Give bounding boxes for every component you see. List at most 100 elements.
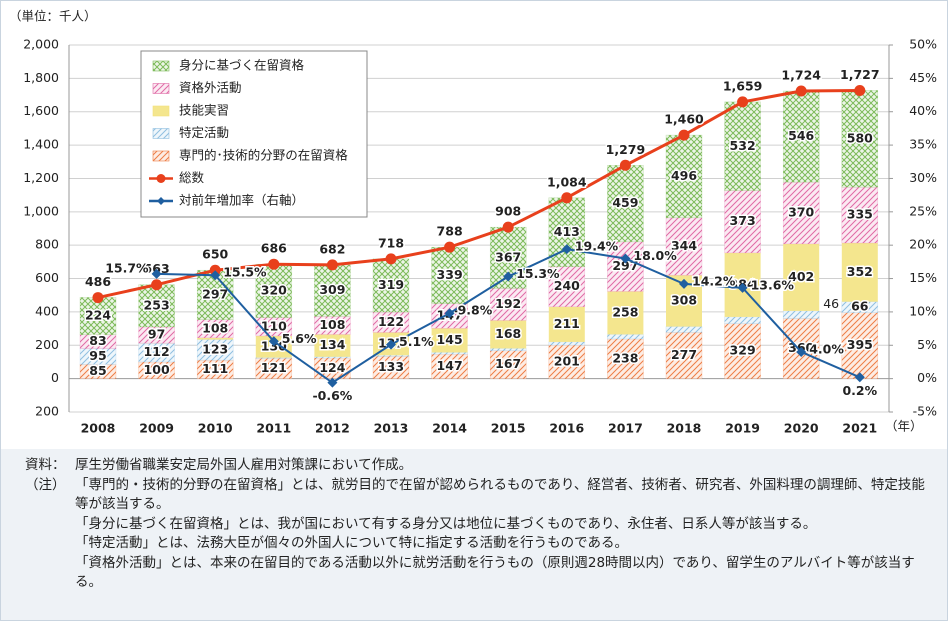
bar-label: 580 <box>847 130 873 145</box>
line-label: 788 <box>437 224 463 239</box>
legend-swatch <box>152 83 170 94</box>
bar-label: 309 <box>319 282 345 297</box>
bar-segment <box>431 328 468 353</box>
line-label: -0.6% <box>312 388 352 403</box>
bar-segment <box>314 334 351 357</box>
bar-segment <box>431 353 468 379</box>
bar-segment <box>138 284 175 328</box>
legend-swatch <box>152 105 170 117</box>
bar-label: 277 <box>671 347 697 362</box>
y2-tick-label: 0% <box>917 370 937 385</box>
bar-segment <box>665 217 703 276</box>
line-label: 718 <box>378 235 404 250</box>
bar-label: 46 <box>823 296 839 311</box>
point <box>561 192 573 204</box>
bar-label: 66 <box>851 299 869 314</box>
x-tick-label: 2011 <box>256 421 291 436</box>
point <box>151 279 163 291</box>
bar-segment <box>372 258 410 313</box>
y2-tick-label: 10% <box>909 303 937 318</box>
bar-label: 320 <box>261 282 287 297</box>
y2-tick-label: 25% <box>909 203 937 218</box>
y2-tick-label: -5% <box>913 404 937 419</box>
point <box>268 258 280 270</box>
bar-label: 133 <box>378 359 404 374</box>
x-tick-label: 2012 <box>315 421 350 436</box>
note: 「身分に基づく在留資格」とは、我が国において有する身分又は地位に基づくものであり… <box>75 515 817 532</box>
bar-label: 224 <box>85 308 111 323</box>
y2-tick-label: 20% <box>909 237 937 252</box>
point <box>209 264 221 276</box>
legend-label: 専門的･技術的分野の在留資格 <box>179 148 348 163</box>
bar-segment <box>724 190 761 254</box>
point <box>737 282 748 293</box>
line-label: 15.5% <box>223 265 267 280</box>
bar-label: 238 <box>612 350 638 365</box>
bar-label: 413 <box>554 224 580 239</box>
point <box>854 85 866 97</box>
y-tick-label: 800 <box>35 237 59 252</box>
point <box>151 268 162 279</box>
bar-segment <box>548 266 586 307</box>
bar-segment <box>548 306 585 342</box>
bar-segment <box>607 338 644 379</box>
notes: 資料： 厚生労働省職業安定局外国人雇用対策課において作成。 （注） 「専門的・技術… <box>25 456 930 593</box>
line-label: 486 <box>85 274 111 289</box>
bar-segment <box>489 288 527 321</box>
bar-label: 352 <box>847 264 873 279</box>
bar-label: 124 <box>319 360 345 375</box>
bar-label: 123 <box>202 341 228 356</box>
bar-label: 110 <box>261 318 287 333</box>
bar-segment <box>255 335 292 358</box>
bar-segment <box>197 337 234 340</box>
line-label: 5.1% <box>399 334 434 349</box>
y2-tick-label: 40% <box>909 103 937 118</box>
bar-segment <box>724 323 761 379</box>
line-label: 1,727 <box>840 67 880 82</box>
line <box>97 89 860 300</box>
bar-label: 240 <box>554 278 580 293</box>
bar-label: 344 <box>671 238 697 253</box>
y-tick-label: 400 <box>35 303 59 318</box>
point <box>678 129 690 141</box>
legend-label: 対前年増加率（右軸） <box>179 193 304 208</box>
bar-label: 85 <box>89 363 106 378</box>
source: 厚生労働省職業安定局外国人雇用対策課において作成。 <box>75 457 413 473</box>
x-tick-label: 2008 <box>81 421 116 436</box>
bar-segment <box>724 101 761 191</box>
x-unit: （年） <box>885 419 923 434</box>
bar-label: 395 <box>847 337 873 352</box>
bar-label: 134 <box>319 337 345 352</box>
line-label: 4.0% <box>809 341 844 356</box>
bar-label: 167 <box>495 356 521 371</box>
bar-label: 147 <box>437 358 463 373</box>
bar-label: 297 <box>202 286 228 301</box>
chart: （単位：千人） （年） 200 0 200 400 600 800 1,000 1,200 1,… <box>1 1 947 449</box>
point <box>444 241 456 253</box>
y-tick-label: 1,200 <box>23 170 59 185</box>
legend-label: 特定活動 <box>179 125 229 140</box>
y2-tick-label: 30% <box>909 170 937 185</box>
legend-label: 技能実習 <box>179 103 229 118</box>
bar-label: 108 <box>202 320 228 335</box>
legend-swatch <box>156 174 166 183</box>
y-tick-label: 1,600 <box>23 103 59 118</box>
y-tick-label: 1,800 <box>23 70 59 85</box>
bar-label: 532 <box>730 138 756 153</box>
bar-segment <box>607 241 644 292</box>
y2-tick-label: 50% <box>909 37 937 52</box>
bar-segment <box>490 320 527 349</box>
line-label: 1,084 <box>547 174 587 189</box>
bar-segment <box>841 312 879 379</box>
line-label: 13.6% <box>751 277 795 292</box>
y-tick-label: 0 <box>51 370 59 385</box>
bar-segment <box>607 334 644 340</box>
bar-label: 367 <box>495 249 521 264</box>
bar-label: 329 <box>730 343 756 358</box>
point <box>795 85 807 97</box>
line-label: 650 <box>202 247 228 262</box>
legend: 身分に基づく在留資格資格外活動技能実習特定活動専門的･技術的分野の在留資格総数対… <box>140 50 368 218</box>
legend-swatch <box>152 128 170 139</box>
point <box>619 159 631 171</box>
